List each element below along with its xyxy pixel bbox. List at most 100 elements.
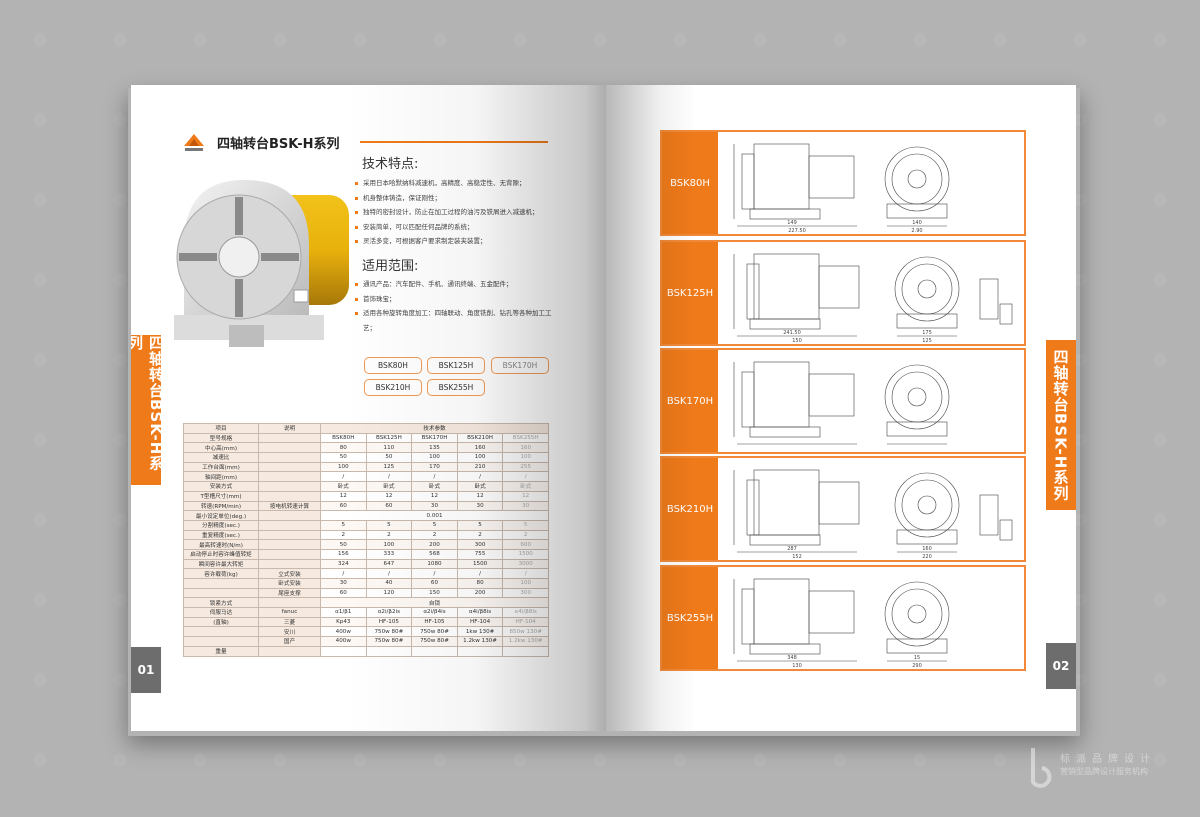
row-value <box>365 645 413 657</box>
row-label: 型号规格 <box>183 432 259 444</box>
model-button-bsk255h[interactable]: BSK255H <box>427 379 485 396</box>
row-label: 启动停止时容许峰值转矩 <box>183 548 259 560</box>
row-value: BSK255H <box>502 432 549 444</box>
row-value: BSK210H <box>456 432 504 444</box>
row-value: 100 <box>456 452 504 463</box>
table-row: T型槽尺寸(mm) 12 12 12 12 12 <box>183 490 549 502</box>
table-row: 国产 400w 750w 80# 750w 80# 1.2kw 130# 1.2kw 13… <box>183 636 549 647</box>
drawing-card-bsk80h: BSK80H 149 227.50 2.90 140 <box>660 130 1026 236</box>
row-value: 400w <box>320 636 367 647</box>
row-value: 333 <box>365 548 413 560</box>
row-value: 卧式 <box>411 481 458 492</box>
row-value: 5 <box>365 519 413 531</box>
row-value: α4i/β8is <box>502 607 549 618</box>
row-value: 卧式 <box>365 481 413 492</box>
table-row: 型号规格 BSK80H BSK125H BSK170H BSK210H BSK255H <box>183 432 549 444</box>
row-value: 135 <box>411 442 458 454</box>
drawing-card-bsk170h: BSK170H <box>660 348 1026 454</box>
model-button-bsk170h[interactable]: BSK170H <box>491 357 549 374</box>
row-value: 3000 <box>502 558 549 570</box>
header-params: 技术参数 <box>320 423 549 434</box>
row-value: 600 <box>502 539 549 550</box>
side-tab: 四轴转台BSK-H系列 <box>1046 340 1076 510</box>
side-tab: 四轴转台BSK-H系列 <box>131 335 165 485</box>
row-value: 300 <box>456 539 504 550</box>
features-list: 采用日本哈默纳科减速机，高精度、高稳定性、无背隙； 机身整体铸造，保证刚性； 独… <box>355 176 555 249</box>
row-note <box>258 481 321 492</box>
model-button-bsk125h[interactable]: BSK125H <box>427 357 485 374</box>
row-value: 12 <box>320 490 367 502</box>
feature-item: 独特的密封设计，防止在加工过程的油污及铁屑进入减速机； <box>355 205 555 220</box>
table-row: 启动停止时容许峰值转矩 156 333 568 755 1500 <box>183 548 549 560</box>
row-value: 2 <box>365 529 413 541</box>
row-value: 卧式 <box>502 481 549 492</box>
row-value: 12 <box>456 490 504 502</box>
header-note: 说明 <box>258 423 321 434</box>
row-label <box>183 626 259 638</box>
row-value: 150 <box>411 587 458 599</box>
row-value: 5 <box>502 519 549 531</box>
row-value: 100 <box>502 452 549 463</box>
watermark-line2: 营销型品牌设计服务机构 <box>1060 767 1148 776</box>
row-value: / <box>502 471 549 483</box>
dimension-label: 241.50 <box>783 330 801 336</box>
feature-item: 灵活多变，可根据客户要求制定装夹装置； <box>355 234 555 249</box>
model-button-bsk210h[interactable]: BSK210H <box>364 379 422 396</box>
watermark-logo-icon <box>1031 748 1052 788</box>
row-value: / <box>320 568 367 579</box>
technical-drawing: 348 130 290 15 <box>733 578 950 669</box>
row-label: (直轴) <box>183 616 259 628</box>
technical-drawing: 149 227.50 2.90 140 <box>733 143 950 234</box>
row-value: 324 <box>320 558 367 570</box>
scope-item: 适用各种旋转角度加工：四轴联动、角度铣削、钻孔等各种加工工艺； <box>355 306 555 335</box>
table-row: 最高转速时(N/m) 50 100 200 300 600 <box>183 539 549 550</box>
row-value: HF-105 <box>365 616 413 628</box>
row-value: 1080 <box>411 558 458 570</box>
row-note: fanuc <box>258 607 321 618</box>
row-note <box>258 519 321 531</box>
technical-drawing: 241.50 150 125 175 <box>733 253 1013 344</box>
row-value: 100 <box>411 452 458 463</box>
dimension-label: 130 <box>792 663 802 669</box>
dimension-label: 140 <box>912 220 922 226</box>
row-value: BSK125H <box>365 432 413 444</box>
row-note: 安川 <box>258 626 321 638</box>
row-label: 分割精度(sec.) <box>183 519 259 531</box>
row-value: 30 <box>456 500 504 512</box>
row-value: 100 <box>502 578 549 589</box>
dimension-label: 348 <box>787 655 797 661</box>
row-label: 最小设定单位(deg.) <box>183 510 259 521</box>
row-value <box>502 645 549 657</box>
row-value: 50 <box>320 452 367 463</box>
scope-heading: 适用范围: <box>362 259 419 274</box>
row-label: 瞬间容许最大转矩 <box>183 558 259 570</box>
scope-item: 通讯产品：汽车配件、手机、通讯终端、五金配件； <box>355 277 555 292</box>
row-value: α2i/β2is <box>365 607 413 618</box>
row-value: 30 <box>320 578 367 589</box>
technical-drawing: 287 152 220 160 <box>733 469 1013 560</box>
row-label: 重量 <box>183 645 259 657</box>
model-button-bsk80h[interactable]: BSK80H <box>364 357 422 374</box>
table-row: 安川 400w 750w 80# 750w 80# 1kw 130# 850w 130# <box>183 626 549 638</box>
drawing-model-label: BSK170H <box>662 350 718 452</box>
row-note <box>258 539 321 550</box>
dimension-label: 149 <box>787 220 797 226</box>
drawing-model-label: BSK80H <box>662 132 718 234</box>
row-value: 200 <box>456 587 504 599</box>
drawing-card-bsk255h: BSK255H 348 130 290 15 <box>660 565 1026 671</box>
watermark-line1: 标派品牌设计 <box>1060 754 1156 765</box>
table-row: 瞬间容许最大转矩 324 647 1080 1500 3000 <box>183 558 549 570</box>
table-header-row: 项目 说明 技术参数 <box>183 423 549 434</box>
row-label: 中心高(mm) <box>183 442 259 454</box>
row-value: 12 <box>502 490 549 502</box>
row-note: 尾座支撑 <box>258 587 321 599</box>
row-value: / <box>502 568 549 579</box>
table-row: 尾座支撑 60 120 150 200 300 <box>183 587 549 599</box>
company-logo <box>184 134 204 151</box>
row-value: HF-104 <box>502 616 549 628</box>
right-page: BSK80H 149 227.50 2.90 140 BSK125H <box>606 85 1076 731</box>
row-value: / <box>365 471 413 483</box>
technical-drawing <box>733 361 950 445</box>
row-label: 安装方式 <box>183 481 259 492</box>
table-row: 卧式安装 30 40 60 80 100 <box>183 578 549 589</box>
